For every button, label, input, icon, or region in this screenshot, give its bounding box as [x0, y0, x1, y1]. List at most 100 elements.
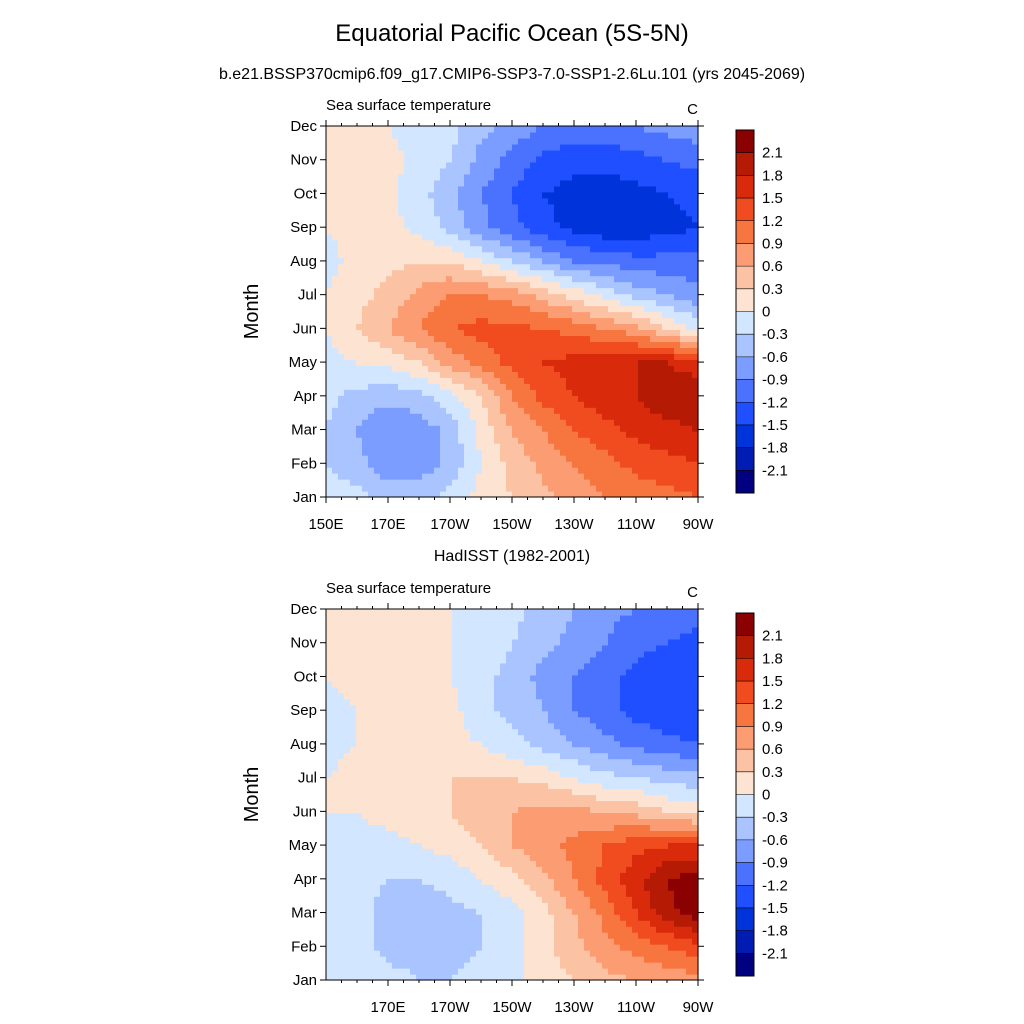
sst-cell [452, 251, 459, 259]
sst-cell [446, 335, 453, 343]
sst-cell [674, 155, 681, 163]
sst-cell [440, 449, 447, 456]
y-tick-label: Jul [298, 287, 317, 304]
sst-cell [548, 311, 555, 319]
sst-cell [392, 962, 399, 969]
sst-cell [554, 131, 561, 139]
sst-cell [614, 287, 621, 295]
sst-cell [530, 455, 537, 462]
sst-cell [602, 233, 609, 241]
sst-cell [668, 407, 675, 414]
sst-cell [620, 395, 627, 402]
sst-cell [422, 449, 429, 456]
sst-cell [386, 968, 393, 975]
sst-cell [536, 203, 543, 211]
sst-cell [398, 473, 405, 480]
sst-cell [452, 353, 459, 360]
sst-cell [326, 149, 333, 157]
sst-cell [518, 233, 525, 241]
sst-cell [464, 371, 471, 378]
sst-cell [686, 251, 693, 259]
sst-cell [626, 221, 633, 229]
sst-cell [632, 329, 639, 337]
sst-cell [530, 179, 537, 187]
sst-cell [326, 962, 333, 969]
sst-cell [548, 203, 555, 211]
sst-cell [656, 287, 663, 295]
sst-cell [356, 836, 363, 843]
sst-cell [338, 293, 345, 301]
sst-cell [446, 173, 453, 181]
sst-cell [584, 449, 591, 456]
sst-cell [356, 884, 363, 891]
sst-cell [368, 401, 375, 408]
sst-cell [422, 299, 429, 307]
sst-cell [578, 263, 585, 271]
sst-cell [350, 890, 357, 897]
sst-cell [674, 389, 681, 396]
sst-cell [326, 233, 333, 241]
sst-cell [692, 143, 699, 151]
sst-cell [356, 287, 363, 295]
sst-cell [500, 227, 507, 235]
sst-cell [518, 425, 525, 432]
sst-cell [668, 311, 675, 319]
sst-cell [350, 896, 357, 903]
sst-cell [386, 722, 393, 730]
sst-cell [374, 890, 381, 897]
sst-cell [620, 407, 627, 414]
sst-cell [500, 137, 507, 145]
sst-cell [374, 842, 381, 849]
sst-cell [488, 269, 495, 277]
sst-cell [392, 926, 399, 933]
sst-cell [488, 335, 495, 343]
sst-cell [608, 197, 615, 205]
sst-cell [374, 848, 381, 855]
sst-cell [338, 191, 345, 199]
sst-cell [542, 263, 549, 271]
sst-cell [476, 227, 483, 235]
sst-cell [404, 161, 411, 169]
sst-cell [422, 407, 429, 414]
sst-cell [338, 914, 345, 921]
sst-cell [614, 215, 621, 223]
sst-cell [524, 143, 531, 151]
sst-cell [416, 962, 423, 969]
sst-cell [548, 257, 555, 265]
sst-cell [488, 251, 495, 259]
sst-cell [326, 197, 333, 205]
sst-cell [488, 161, 495, 169]
sst-cell [506, 353, 513, 360]
sst-cell [344, 305, 351, 313]
sst-cell [506, 191, 513, 199]
sst-cell [686, 245, 693, 253]
sst-cell [572, 311, 579, 319]
sst-cell [398, 704, 405, 712]
sst-cell [428, 353, 435, 360]
sst-cell [560, 263, 567, 271]
sst-cell [566, 413, 573, 420]
sst-cell [476, 263, 483, 271]
sst-cell [632, 437, 639, 444]
sst-cell [350, 395, 357, 402]
sst-cell [668, 263, 675, 271]
sst-cell [578, 449, 585, 456]
sst-cell [542, 149, 549, 157]
sst-cell [656, 155, 663, 163]
sst-cell [326, 632, 333, 640]
sst-cell [674, 311, 681, 319]
sst-cell [338, 467, 345, 474]
sst-cell [602, 197, 609, 205]
sst-cell [332, 800, 339, 808]
sst-cell [500, 173, 507, 181]
sst-cell [362, 353, 369, 360]
y-tick-label: Feb [291, 455, 317, 472]
sst-cell [380, 467, 387, 474]
sst-cell [566, 161, 573, 169]
sst-cell [632, 221, 639, 229]
sst-cell [404, 656, 411, 664]
sst-cell [338, 383, 345, 390]
sst-cell [350, 335, 357, 343]
sst-cell [638, 317, 645, 325]
sst-cell [608, 437, 615, 444]
